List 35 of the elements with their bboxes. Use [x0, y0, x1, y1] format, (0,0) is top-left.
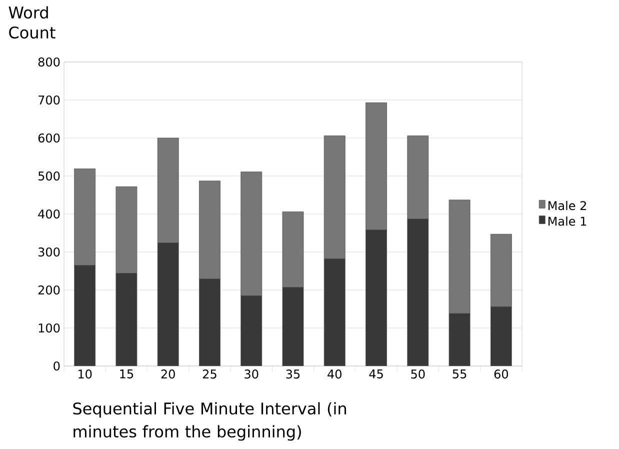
x-tick-label: 20	[161, 370, 175, 379]
x-tick-label: 40	[328, 370, 342, 379]
bar	[282, 287, 304, 366]
bar	[74, 265, 96, 366]
y-tick-label: 100	[38, 323, 60, 333]
x-tick-label: 35	[286, 370, 300, 379]
bar	[366, 230, 387, 366]
y-tick-label: 300	[38, 247, 60, 257]
legend-label: Male 2	[548, 200, 586, 210]
bar	[324, 258, 346, 366]
bar	[240, 295, 262, 366]
y-tick-label: 500	[38, 171, 60, 181]
x-axis-title: Sequential Five Minute Interval (in minutes from the beginning)	[73, 402, 346, 441]
x-tick-label: 55	[452, 370, 466, 378]
x-tick-label: 15	[120, 370, 134, 378]
bar	[490, 306, 512, 366]
bar	[407, 218, 429, 366]
x-tick-label: 30	[244, 370, 258, 379]
x-tick-label: 60	[494, 370, 508, 379]
bar	[448, 313, 470, 366]
y-tick-label: 200	[38, 285, 60, 295]
x-tick-label: 10	[78, 370, 92, 379]
y-tick-label: 400	[38, 209, 60, 219]
y-axis-title: Word Count	[8, 6, 56, 39]
bar	[116, 273, 138, 366]
y-tick-label: 600	[38, 133, 60, 143]
bar	[157, 242, 179, 366]
x-tick-label: 25	[202, 370, 216, 379]
y-tick-label: 0	[54, 361, 60, 371]
y-tick-label: 700	[38, 95, 60, 105]
legend-label: Male 1	[548, 216, 586, 226]
x-tick-label: 50	[411, 370, 425, 379]
y-tick-label: 800	[38, 57, 60, 67]
x-tick-label: 45	[369, 370, 383, 378]
bar	[199, 278, 220, 366]
